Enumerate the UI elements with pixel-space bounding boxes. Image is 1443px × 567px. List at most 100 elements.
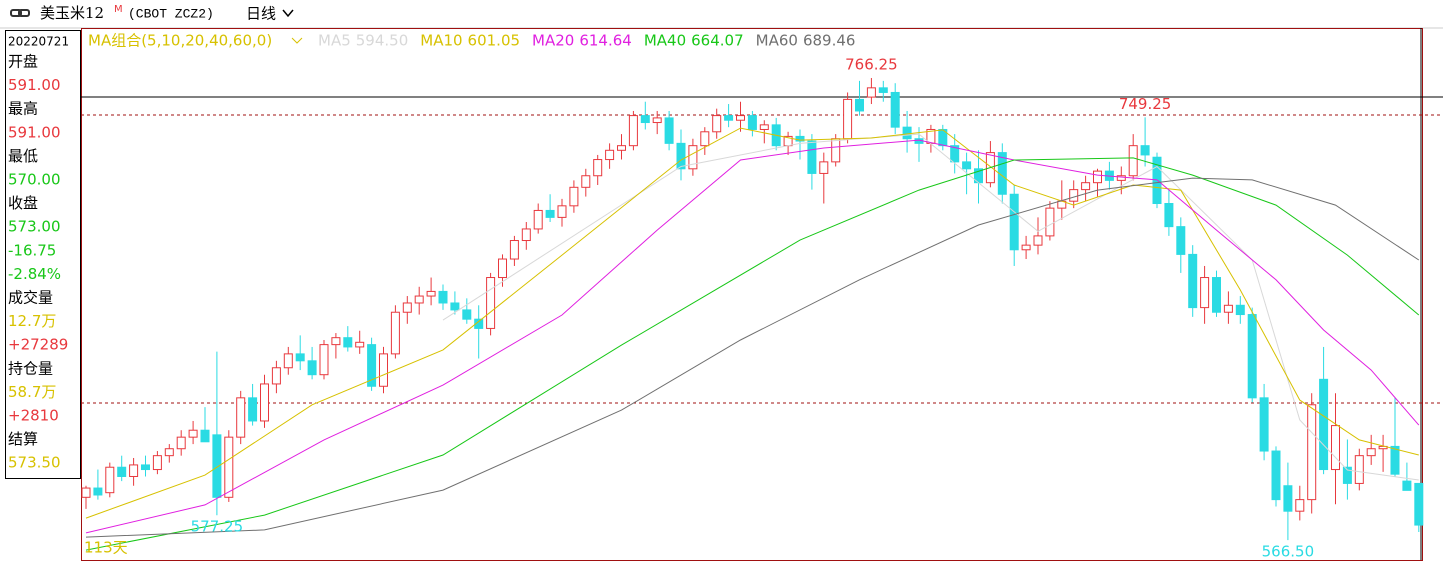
candle-body <box>390 311 400 355</box>
candle-body <box>1045 207 1055 237</box>
info-item: 结算 <box>8 430 38 448</box>
ma-legend-title: MA组合(5,10,20,40,60,0) <box>88 32 272 50</box>
candle-body <box>295 353 305 362</box>
candle-body <box>819 161 829 174</box>
candle-body <box>640 115 650 124</box>
candle-body <box>1271 450 1281 501</box>
ma-line <box>442 133 1419 481</box>
ma-line <box>85 157 1420 551</box>
ma-legend-name: MA60 <box>756 32 798 50</box>
candle-body <box>700 131 710 147</box>
candle-body <box>509 240 519 260</box>
ma-legend-value: 601.05 <box>468 32 521 50</box>
candle-body <box>569 186 579 207</box>
candle-body <box>260 383 269 422</box>
ma-line <box>85 139 1420 534</box>
candle-body <box>1093 170 1102 184</box>
candle-body <box>319 344 329 376</box>
candle-body <box>736 115 745 121</box>
candle-body <box>236 397 246 438</box>
candle-body <box>81 487 91 498</box>
candle-body <box>283 353 293 369</box>
candle-body <box>807 140 817 174</box>
ma-line <box>85 127 1419 519</box>
ma-legend-arrow[interactable] <box>291 37 303 44</box>
candle-body <box>1223 304 1233 313</box>
candle-body <box>486 277 496 329</box>
info-item: 最高 <box>8 100 38 118</box>
info-item: 收盘 <box>8 194 38 212</box>
candle-body <box>795 135 805 142</box>
ma-legend-name: MA20 <box>532 32 574 50</box>
info-item: 12.7万 <box>8 312 56 330</box>
price-annotation: 566.50 <box>1262 543 1315 561</box>
info-item: 58.7万 <box>8 383 56 401</box>
candle-body <box>533 209 543 230</box>
candle-body <box>188 429 198 438</box>
candle-body <box>129 464 139 477</box>
ma-legend-value: 614.64 <box>579 32 632 50</box>
candle-body <box>176 436 186 450</box>
candle-body <box>141 464 150 471</box>
candle-body <box>664 117 674 144</box>
symbol-code: (CBOT ZCZ2) <box>128 6 214 21</box>
candle-body <box>712 115 722 133</box>
candle-body <box>1402 480 1412 491</box>
price-annotation: 749.25 <box>1119 95 1172 113</box>
candle-body <box>1116 175 1126 181</box>
candle-body <box>379 353 388 387</box>
candle-body <box>438 290 448 304</box>
candle-body <box>652 117 662 124</box>
info-item: 成交量 <box>8 289 53 307</box>
info-item: -2.84% <box>8 265 61 283</box>
candle-body <box>1283 485 1293 512</box>
candle-body <box>962 161 972 170</box>
candle-body <box>557 205 567 218</box>
candle-body <box>152 455 162 471</box>
info-panel <box>5 30 81 479</box>
info-item: -16.75 <box>8 241 56 259</box>
candle-body <box>688 145 698 170</box>
candle-body <box>402 302 412 313</box>
day-count: 113天 <box>84 539 128 557</box>
candle-body <box>831 138 841 163</box>
ma-line <box>85 177 1420 538</box>
candle-body <box>902 126 912 140</box>
candle-body <box>164 448 174 457</box>
candle-body <box>1259 397 1269 452</box>
dropdown-arrow[interactable] <box>282 9 294 18</box>
candle-body <box>521 228 531 242</box>
candle-body <box>414 295 424 304</box>
candle-body <box>271 367 281 385</box>
price-annotation: 766.25 <box>845 56 898 74</box>
symbol-badge: M <box>114 4 123 15</box>
candle-body <box>307 360 317 376</box>
link-icon <box>10 9 30 17</box>
candle-body <box>1128 145 1138 177</box>
ma-legend-value: 664.07 <box>691 32 744 50</box>
ma-legend-name: MA10 <box>420 32 462 50</box>
candle-body <box>676 142 686 170</box>
candle-body <box>117 466 127 477</box>
candle-body <box>93 487 103 496</box>
symbol-name: 美玉米12 <box>40 4 104 22</box>
candle-body <box>367 344 377 387</box>
ma-legend-name: MA5 <box>318 32 351 50</box>
candle-body <box>1295 499 1305 512</box>
info-item: 持仓量 <box>8 359 53 377</box>
candle-body <box>212 434 222 498</box>
candle-body <box>1235 304 1245 316</box>
price-annotation: 577.25 <box>191 518 244 536</box>
candle-body <box>843 98 853 140</box>
candle-body <box>617 145 626 151</box>
info-item: 573.00 <box>8 218 61 236</box>
candle-body <box>1021 244 1031 251</box>
candle-body <box>1319 378 1329 471</box>
info-item: 570.00 <box>8 171 61 189</box>
candle-body <box>878 87 888 93</box>
candle-body <box>474 318 484 329</box>
period-select[interactable]: 日线 <box>246 5 276 23</box>
candle-body <box>1140 145 1150 156</box>
ma-legend-value: 689.46 <box>803 32 856 50</box>
